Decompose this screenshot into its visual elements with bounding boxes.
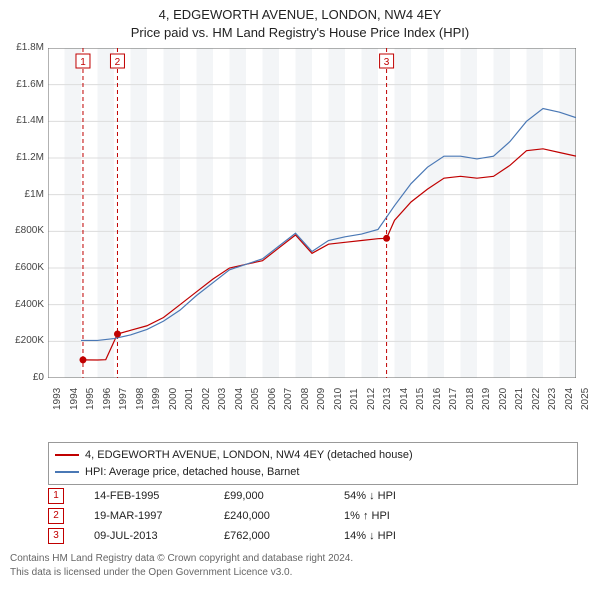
x-tick-label: 1998 bbox=[135, 388, 146, 410]
x-tick-label: 2025 bbox=[580, 388, 591, 410]
sale-marker-2: 2 bbox=[48, 508, 64, 524]
legend: 4, EDGEWORTH AVENUE, LONDON, NW4 4EY (de… bbox=[48, 442, 578, 485]
x-tick-label: 2000 bbox=[168, 388, 179, 410]
x-tick-label: 2016 bbox=[432, 388, 443, 410]
sale-date-2: 19-MAR-1997 bbox=[94, 510, 224, 522]
x-tick-label: 2014 bbox=[399, 388, 410, 410]
footer: Contains HM Land Registry data © Crown c… bbox=[10, 552, 590, 580]
chart-title-block: 4, EDGEWORTH AVENUE, LONDON, NW4 4EY Pri… bbox=[0, 0, 600, 42]
x-tick-label: 2001 bbox=[184, 388, 195, 410]
y-tick-label: £1.8M bbox=[16, 42, 44, 53]
sales-row-3: 3 09-JUL-2013 £762,000 14% ↓ HPI bbox=[48, 526, 578, 546]
y-tick-label: £1M bbox=[25, 189, 44, 200]
x-tick-label: 2017 bbox=[448, 388, 459, 410]
title-line-1: 4, EDGEWORTH AVENUE, LONDON, NW4 4EY bbox=[0, 6, 600, 24]
y-tick-label: £800K bbox=[15, 225, 44, 236]
sale-diff-1: 54% ↓ HPI bbox=[344, 490, 494, 502]
x-tick-label: 1996 bbox=[102, 388, 113, 410]
x-tick-label: 2012 bbox=[366, 388, 377, 410]
title-line-2: Price paid vs. HM Land Registry's House … bbox=[0, 24, 600, 42]
legend-swatch-hpi bbox=[55, 471, 79, 473]
x-tick-label: 2015 bbox=[415, 388, 426, 410]
legend-label-hpi: HPI: Average price, detached house, Barn… bbox=[85, 464, 299, 481]
sales-table: 1 14-FEB-1995 £99,000 54% ↓ HPI 2 19-MAR… bbox=[48, 486, 578, 546]
x-tick-label: 2011 bbox=[349, 388, 360, 410]
sale-price-3: £762,000 bbox=[224, 530, 344, 542]
x-tick-label: 2005 bbox=[250, 388, 261, 410]
x-tick-label: 2024 bbox=[564, 388, 575, 410]
x-tick-label: 2003 bbox=[217, 388, 228, 410]
x-tick-label: 2004 bbox=[234, 388, 245, 410]
x-tick-label: 2008 bbox=[300, 388, 311, 410]
svg-text:3: 3 bbox=[384, 57, 390, 68]
x-tick-label: 2022 bbox=[531, 388, 542, 410]
sale-diff-2: 1% ↑ HPI bbox=[344, 510, 494, 522]
x-tick-label: 2006 bbox=[267, 388, 278, 410]
legend-swatch-property bbox=[55, 454, 79, 456]
legend-item-hpi: HPI: Average price, detached house, Barn… bbox=[55, 464, 571, 481]
sale-price-1: £99,000 bbox=[224, 490, 344, 502]
x-tick-label: 1997 bbox=[118, 388, 129, 410]
y-tick-label: £1.2M bbox=[16, 152, 44, 163]
x-tick-label: 2023 bbox=[547, 388, 558, 410]
x-tick-label: 1995 bbox=[85, 388, 96, 410]
svg-text:2: 2 bbox=[115, 57, 121, 68]
x-tick-label: 2021 bbox=[514, 388, 525, 410]
x-tick-label: 1993 bbox=[52, 388, 63, 410]
svg-text:1: 1 bbox=[80, 57, 86, 68]
x-tick-label: 1999 bbox=[151, 388, 162, 410]
y-tick-label: £0 bbox=[33, 372, 44, 383]
footer-line-1: Contains HM Land Registry data © Crown c… bbox=[10, 552, 590, 566]
x-tick-label: 2013 bbox=[382, 388, 393, 410]
sale-date-1: 14-FEB-1995 bbox=[94, 490, 224, 502]
sale-diff-3: 14% ↓ HPI bbox=[344, 530, 494, 542]
sales-row-1: 1 14-FEB-1995 £99,000 54% ↓ HPI bbox=[48, 486, 578, 506]
sale-price-2: £240,000 bbox=[224, 510, 344, 522]
y-tick-label: £200K bbox=[15, 335, 44, 346]
footer-line-2: This data is licensed under the Open Gov… bbox=[10, 566, 590, 580]
sales-row-2: 2 19-MAR-1997 £240,000 1% ↑ HPI bbox=[48, 506, 578, 526]
y-tick-label: £1.6M bbox=[16, 79, 44, 90]
sale-marker-1: 1 bbox=[48, 488, 64, 504]
x-tick-label: 2007 bbox=[283, 388, 294, 410]
x-tick-label: 2020 bbox=[498, 388, 509, 410]
y-tick-label: £400K bbox=[15, 299, 44, 310]
x-tick-label: 2018 bbox=[465, 388, 476, 410]
y-tick-label: £1.4M bbox=[16, 115, 44, 126]
sale-date-3: 09-JUL-2013 bbox=[94, 530, 224, 542]
y-tick-label: £600K bbox=[15, 262, 44, 273]
x-tick-label: 2002 bbox=[201, 388, 212, 410]
legend-label-property: 4, EDGEWORTH AVENUE, LONDON, NW4 4EY (de… bbox=[85, 447, 413, 464]
sale-marker-3: 3 bbox=[48, 528, 64, 544]
price-chart: 1 2 3 bbox=[48, 48, 576, 378]
x-tick-label: 2019 bbox=[481, 388, 492, 410]
x-tick-label: 2010 bbox=[333, 388, 344, 410]
x-tick-label: 1994 bbox=[69, 388, 80, 410]
legend-item-property: 4, EDGEWORTH AVENUE, LONDON, NW4 4EY (de… bbox=[55, 447, 571, 464]
x-tick-label: 2009 bbox=[316, 388, 327, 410]
